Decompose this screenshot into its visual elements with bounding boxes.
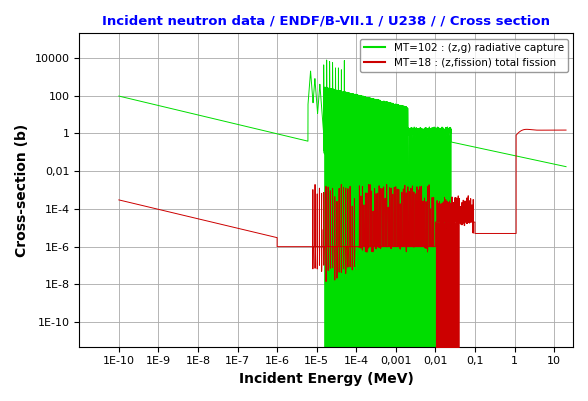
Legend: MT=102 : (z,g) radiative capture, MT=18 : (z,fission) total fission: MT=102 : (z,g) radiative capture, MT=18 …: [360, 38, 568, 72]
Title: Incident neutron data / ENDF/B-VII.1 / U238 / / Cross section: Incident neutron data / ENDF/B-VII.1 / U…: [102, 15, 550, 28]
X-axis label: Incident Energy (MeV): Incident Energy (MeV): [239, 372, 413, 386]
Y-axis label: Cross-section (b): Cross-section (b): [15, 124, 29, 257]
